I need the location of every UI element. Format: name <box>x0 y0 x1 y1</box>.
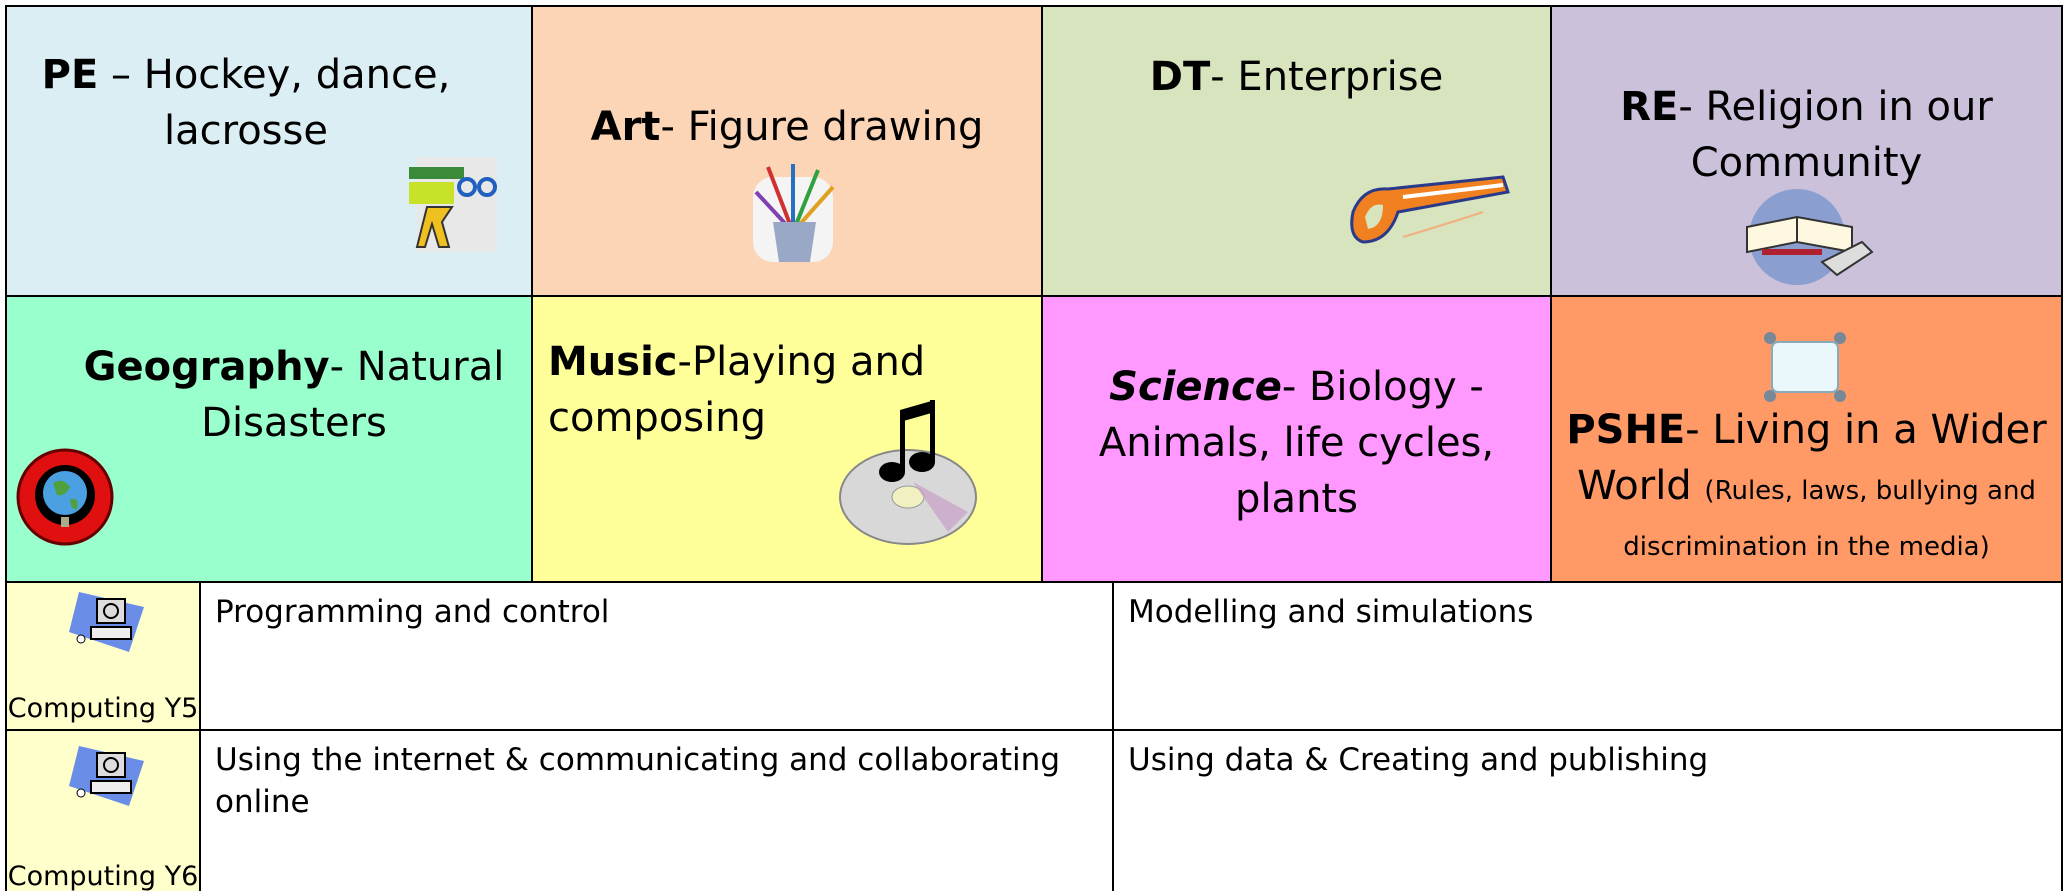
computer-icon <box>69 746 144 806</box>
subject-text: Art- Figure drawing <box>543 99 1031 155</box>
subject-name: Music <box>548 339 678 385</box>
saw-icon <box>1350 175 1510 244</box>
subject-name: Art <box>590 104 661 150</box>
subject-topic: - Figure drawing <box>660 104 984 150</box>
subject-text: DT- Enterprise <box>1053 49 1540 105</box>
subject-text: Music-Playing and composing <box>548 334 981 446</box>
subject-cell: RE- Religion in our Community <box>1550 5 2063 297</box>
subject-topic: -Playing and composing <box>548 339 926 441</box>
scroll-icon <box>1764 332 1846 402</box>
subject-text: PE – Hockey, dance, lacrosse <box>21 47 471 159</box>
subject-name: Geography <box>83 344 330 390</box>
subject-cell: Geography- Natural Disasters <box>5 295 533 583</box>
computing-text: Using the internet & communicating and c… <box>215 742 1060 820</box>
subject-name: Science <box>1109 364 1282 410</box>
pencils-icon <box>753 164 835 262</box>
subject-cell: PSHE- Living in a Wider World (Rules, la… <box>1550 295 2063 583</box>
computing-label-cell: Computing Y5 <box>5 581 201 731</box>
computing-cell: Using the internet & communicating and c… <box>199 729 1114 891</box>
globe-icon <box>16 448 114 546</box>
subject-cell: Music-Playing and composing <box>531 295 1043 583</box>
subject-name: PE <box>41 52 99 98</box>
subject-cell: Art- Figure drawing <box>531 5 1043 297</box>
subject-topic: - Natural Disasters <box>201 344 505 446</box>
computing-text: Using data & Creating and publishing <box>1128 742 1709 778</box>
subject-note: (Rules, laws, bullying and discriminatio… <box>1623 476 2036 562</box>
gym-icon <box>409 157 497 252</box>
computing-label: Computing Y6 <box>7 861 199 891</box>
subject-topic: - Enterprise <box>1210 54 1444 100</box>
computing-text: Programming and control <box>215 594 610 630</box>
subject-name: RE <box>1620 84 1679 130</box>
subject-text: Geography- Natural Disasters <box>67 339 521 451</box>
computer-icon <box>69 592 144 652</box>
subject-text: RE- Religion in our Community <box>1562 79 2051 191</box>
computing-cell: Programming and control <box>199 581 1114 731</box>
subject-name: DT <box>1149 54 1211 100</box>
computing-text: Modelling and simulations <box>1128 594 1534 630</box>
subject-topic: - Biology - Animals, life cycles, plants <box>1098 364 1495 522</box>
computing-label-cell: Computing Y6 <box>5 729 201 891</box>
subject-cell: Science- Biology - Animals, life cycles,… <box>1041 295 1552 583</box>
subject-cell: PE – Hockey, dance, lacrosse <box>5 5 533 297</box>
music-icon <box>839 400 977 545</box>
subject-topic: - Religion in our Community <box>1678 84 1993 186</box>
computing-cell: Modelling and simulations <box>1112 581 2063 731</box>
subject-cell: DT- Enterprise <box>1041 5 1552 297</box>
computing-cell: Using data & Creating and publishing <box>1112 729 2063 891</box>
computing-label: Computing Y5 <box>7 693 199 724</box>
subject-topic: - Living in a Wider World <box>1577 407 2047 509</box>
subject-text: Science- Biology - Animals, life cycles,… <box>1053 359 1540 527</box>
subject-text: PSHE- Living in a Wider World (Rules, la… <box>1560 402 2053 570</box>
book-icon <box>1746 189 1874 285</box>
subject-topic: – Hockey, dance, lacrosse <box>98 52 451 154</box>
subject-name: PSHE <box>1566 407 1686 453</box>
